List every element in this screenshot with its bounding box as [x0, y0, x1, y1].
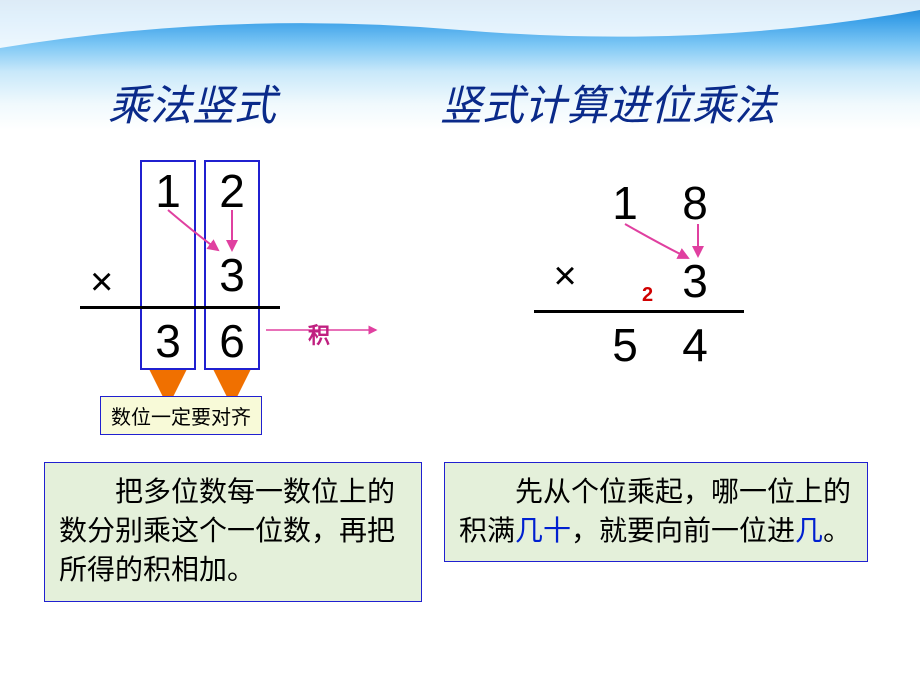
multiplicand-ones-r: 8: [670, 176, 720, 230]
header-curve: [0, 0, 920, 55]
carry-digit: 2: [642, 284, 653, 307]
times-sign-right: ×: [540, 254, 590, 299]
title-left: 乘法竖式: [108, 72, 276, 133]
description-right: 先从个位乘起，哪一位上的积满几十，就要向前一位进几。: [444, 462, 868, 562]
product-tens-left: 3: [140, 314, 196, 368]
title-right: 竖式计算进位乘法: [440, 72, 776, 133]
calc-line-right: [534, 310, 744, 313]
multiplicand-tens: 1: [140, 164, 196, 218]
multiplier-right: 3: [670, 254, 720, 308]
product-tens-right: 5: [600, 318, 650, 372]
desc-left-text: 把多位数每一数位上的数分别乘这个一位数，再把所得的积相加。: [59, 477, 395, 586]
desc-r-p3: 。: [823, 516, 851, 547]
desc-r-p2: ，就要向前一位进: [571, 516, 795, 547]
multiplicand-ones: 2: [204, 164, 260, 218]
desc-r-kw2: 几: [795, 516, 823, 547]
calc-line-left: [80, 306, 280, 309]
description-left: 把多位数每一数位上的数分别乘这个一位数，再把所得的积相加。: [44, 462, 422, 602]
product-ones-right: 4: [670, 318, 720, 372]
product-ones-left: 6: [204, 314, 260, 368]
desc-r-kw1: 几十: [515, 516, 571, 547]
align-note-box: 数位一定要对齐: [100, 396, 262, 435]
times-sign-left: ×: [90, 260, 113, 305]
product-label: 积: [308, 318, 330, 350]
multiplier-left: 3: [204, 248, 260, 302]
multiplicand-tens-r: 1: [600, 176, 650, 230]
